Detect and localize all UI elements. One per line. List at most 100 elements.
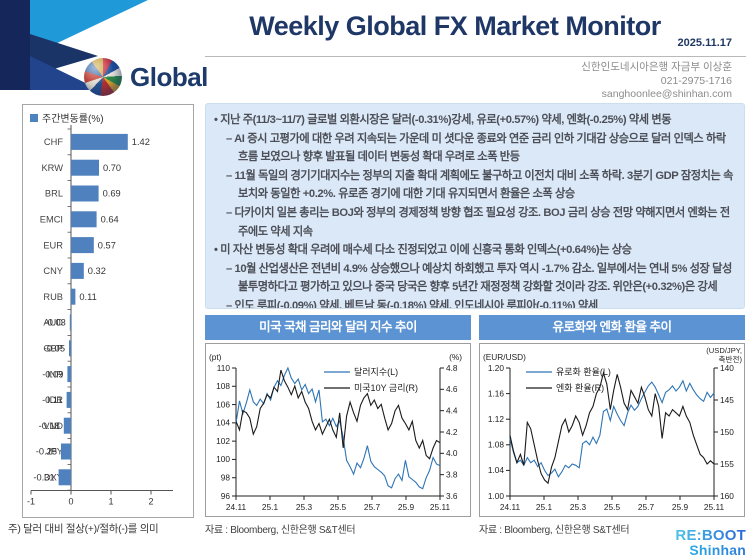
bullet-item: – AI 증시 고평가에 대한 우려 지속되는 가운데 미 셧다운 종료와 연준…	[226, 132, 726, 164]
svg-text:EMCI: EMCI	[40, 215, 63, 225]
logo-line2: Shinhan	[675, 543, 746, 557]
svg-text:150: 150	[720, 427, 734, 437]
svg-text:104: 104	[216, 418, 230, 428]
bullet-item: – 인도 루피(-0.09%) 약세, 베트남 동(-0.18%) 약세, 인도…	[226, 299, 598, 309]
svg-text:24.11: 24.11	[500, 502, 521, 512]
contact-team: 신한인도네시아은행 자금부 이상훈	[581, 61, 732, 73]
weekly-change-panel: 주간변동률(%) CHF 1.42 KRW 0.70 BRL 0.69 EMCI 0.64 EU…	[22, 104, 194, 518]
brand-label: Global	[130, 61, 208, 92]
svg-text:3.6: 3.6	[446, 491, 458, 501]
svg-text:RUB: RUB	[43, 292, 63, 302]
us-chart-box: 96 98 100 102 104 106 108 110 3.6 3.8 4.0 4.2 4.4 4.6…	[205, 343, 471, 517]
svg-text:25.1: 25.1	[262, 502, 279, 512]
logo-line1: RE:BOOT	[675, 527, 746, 544]
svg-text:106: 106	[216, 399, 230, 409]
header-divider	[205, 56, 746, 57]
svg-text:1: 1	[108, 497, 113, 507]
svg-text:-1: -1	[27, 497, 35, 507]
page-title: Weekly Global FX Market Monitor	[249, 11, 661, 41]
svg-text:25.3: 25.3	[296, 502, 313, 512]
svg-text:0.64: 0.64	[101, 215, 119, 225]
svg-text:25.5: 25.5	[604, 502, 621, 512]
svg-text:102: 102	[216, 436, 230, 446]
svg-text:KRW: KRW	[41, 163, 63, 173]
svg-text:GBP: GBP	[43, 344, 63, 354]
contact-info: 신한인도네시아은행 자금부 이상훈 021-2975-1716 sanghoon…	[581, 61, 732, 102]
svg-text:108: 108	[216, 381, 230, 391]
svg-text:98: 98	[221, 473, 231, 483]
fx-chart-box: 1.00 1.04 1.08 1.12 1.16 1.20 140 145 150 155 160 2…	[479, 343, 745, 517]
bullet-item: – 11월 독일의 경기기대지수는 정부의 지출 확대 계획에도 불구하고 이전…	[226, 169, 734, 201]
svg-text:DXY: DXY	[44, 473, 63, 483]
svg-text:BRL: BRL	[45, 189, 63, 199]
svg-text:1.08: 1.08	[488, 440, 505, 450]
globe-icon	[84, 58, 122, 96]
eur-jpy-chart: 1.001.041.081.121.161.20 1401451501551602…	[483, 346, 742, 512]
svg-text:4.2: 4.2	[446, 427, 458, 437]
svg-text:145: 145	[720, 395, 734, 405]
contact-phone: 021-2975-1716	[660, 74, 732, 87]
svg-text:3.8: 3.8	[446, 469, 458, 479]
bullet-item: – 10월 산업생산은 전년비 4.9% 상승했으나 예상치 하회했고 투자 역…	[226, 262, 732, 294]
svg-text:0.11: 0.11	[79, 292, 96, 302]
svg-text:달러지수(L): 달러지수(L)	[354, 366, 398, 377]
bar-chart-legend: 주간변동률(%)	[23, 105, 193, 125]
svg-text:유로화 환율(L): 유로화 환율(L)	[556, 366, 611, 377]
corner-ribbon-decoration	[0, 0, 215, 92]
svg-text:25.7: 25.7	[638, 502, 655, 512]
svg-text:25.11: 25.11	[430, 502, 451, 512]
svg-text:2: 2	[148, 497, 153, 507]
svg-text:-0.05: -0.05	[44, 344, 65, 354]
svg-text:(USD/JPY,: (USD/JPY,	[706, 346, 742, 355]
svg-text:미국10Y 금리(R): 미국10Y 금리(R)	[354, 383, 418, 393]
svg-text:EUR: EUR	[43, 240, 63, 250]
svg-text:-0.03: -0.03	[45, 318, 66, 328]
bullet-item: – 다카이치 일본 총리는 BOJ와 정부의 경제정책 방향 협조 필요성 강조…	[226, 206, 730, 238]
bullet-item: • 지난 주(11/3~11/7) 글로벌 외환시장은 달러(-0.31%)강세…	[214, 114, 672, 126]
svg-text:1.16: 1.16	[488, 388, 505, 398]
fx-chart-title: 유로화와 엔화 환율 추이	[479, 315, 745, 340]
svg-text:25.3: 25.3	[570, 502, 587, 512]
report-date: 2025.11.17	[677, 37, 732, 49]
svg-text:4.4: 4.4	[446, 405, 458, 415]
svg-text:4.6: 4.6	[446, 384, 458, 394]
svg-text:4.0: 4.0	[446, 448, 458, 458]
svg-text:(pt): (pt)	[209, 352, 222, 362]
legend-swatch	[30, 113, 38, 122]
svg-text:4.8: 4.8	[446, 363, 458, 373]
svg-text:24.11: 24.11	[226, 502, 247, 512]
svg-text:1.00: 1.00	[488, 491, 505, 501]
svg-text:(%): (%)	[449, 352, 462, 362]
eur-jpy-panel: 유로화와 엔화 환율 추이 1.00 1.04 1.08 1.12 1.16 1.20 14…	[479, 315, 745, 536]
svg-text:-0.25: -0.25	[36, 447, 57, 457]
svg-text:0.32: 0.32	[88, 266, 106, 276]
us-chart-source: 자료 : Bloomberg, 신한은행 S&T센터	[205, 525, 356, 536]
svg-text:25.9: 25.9	[398, 502, 415, 512]
svg-text:AUD: AUD	[43, 318, 63, 328]
svg-text:0.57: 0.57	[98, 240, 116, 250]
svg-text:25.11: 25.11	[704, 502, 725, 512]
svg-text:96: 96	[221, 491, 231, 501]
us-rates-dollar-chart: 96 98 100 102 104 106 108 110 3.6 3.8 4.0 4.2 4.4 4.6…	[209, 352, 462, 512]
svg-text:JPY: JPY	[46, 447, 63, 457]
bullet-item: • 미 자산 변동성 확대 우려에 매수세 다소 진정되었고 이에 신흥국 통화…	[214, 244, 632, 257]
svg-text:CNY: CNY	[43, 266, 63, 276]
svg-text:CHF: CHF	[44, 137, 63, 147]
svg-text:100: 100	[216, 454, 230, 464]
svg-text:-0.11: -0.11	[42, 395, 63, 405]
contact-email: sanghoonlee@shinhan.com	[601, 88, 732, 100]
weekly-change-bar-chart: CHF 1.42 KRW 0.70 BRL 0.69 EMCI 0.64 EUR 0.57 CNY 0…	[27, 125, 173, 507]
legend-label: 주간변동률(%)	[42, 114, 104, 125]
svg-text:-0.09: -0.09	[42, 369, 63, 379]
svg-text:-0.31: -0.31	[33, 473, 54, 483]
svg-text:0.69: 0.69	[103, 189, 121, 199]
svg-text:140: 140	[720, 363, 734, 373]
svg-text:IDR: IDR	[47, 395, 63, 405]
svg-text:25.5: 25.5	[330, 502, 347, 512]
us-rates-dollar-panel: 미국 국채 금리와 달러 지수 추이 96 98 100 102 104 106 108 11…	[205, 315, 471, 536]
svg-text:110: 110	[217, 363, 231, 373]
svg-text:25.9: 25.9	[672, 502, 689, 512]
svg-text:160: 160	[720, 491, 734, 501]
svg-text:(EUR/USD): (EUR/USD)	[483, 352, 526, 362]
